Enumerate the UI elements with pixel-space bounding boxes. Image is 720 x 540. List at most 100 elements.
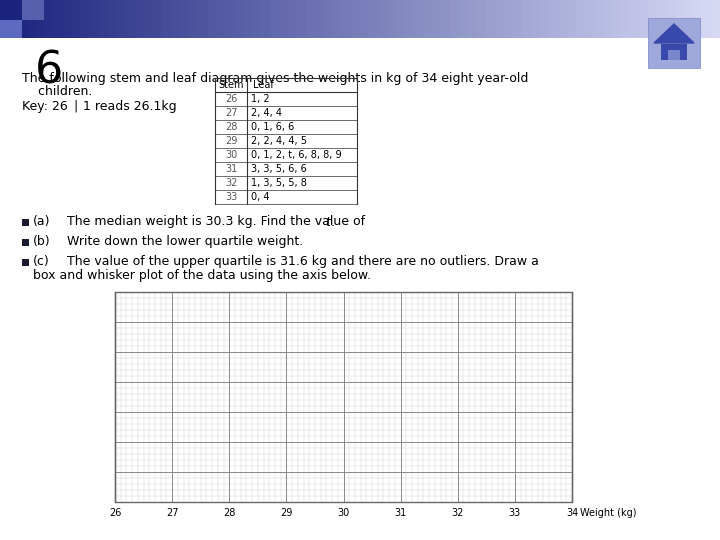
Bar <box>288 0 298 38</box>
Bar <box>63 0 73 38</box>
Text: 33: 33 <box>509 508 521 518</box>
Bar <box>9 0 19 38</box>
Bar <box>333 0 343 38</box>
Bar <box>369 0 379 38</box>
Bar <box>117 0 127 38</box>
Bar <box>207 0 217 38</box>
Bar <box>657 0 667 38</box>
Text: (c): (c) <box>33 255 50 268</box>
Bar <box>126 0 136 38</box>
Text: (b): (b) <box>33 235 50 248</box>
Text: 1 reads 26.1kg: 1 reads 26.1kg <box>79 100 176 113</box>
Bar <box>567 0 577 38</box>
Bar <box>360 0 370 38</box>
Bar <box>108 0 118 38</box>
Bar <box>486 0 496 38</box>
Bar <box>405 0 415 38</box>
Bar <box>387 0 397 38</box>
Bar <box>189 0 199 38</box>
Bar <box>603 0 613 38</box>
Bar <box>306 0 316 38</box>
Bar <box>522 0 532 38</box>
Bar <box>342 0 352 38</box>
Text: The following stem and leaf diagram gives the weights in kg of 34 eight year-old: The following stem and leaf diagram give… <box>22 72 528 85</box>
Text: Write down the lower quartile weight.: Write down the lower quartile weight. <box>67 235 303 248</box>
Bar <box>36 0 46 38</box>
Bar <box>612 0 622 38</box>
Text: box and whisker plot of the data using the axis below.: box and whisker plot of the data using t… <box>33 269 371 282</box>
Text: 1, 3, 5, 5, 8: 1, 3, 5, 5, 8 <box>251 178 307 188</box>
Bar <box>22 239 29 246</box>
Bar <box>432 0 442 38</box>
Bar <box>115 292 572 502</box>
Text: 30: 30 <box>225 150 237 160</box>
Bar <box>54 0 64 38</box>
Text: 30: 30 <box>338 508 350 518</box>
Bar <box>0 0 22 20</box>
Bar <box>261 0 271 38</box>
Bar <box>711 0 720 38</box>
Text: 31: 31 <box>225 164 237 174</box>
Bar <box>702 0 712 38</box>
Text: 32: 32 <box>225 178 237 188</box>
Text: 3, 3, 5, 6, 6: 3, 3, 5, 6, 6 <box>251 164 307 174</box>
Text: |: | <box>73 100 77 113</box>
Bar <box>243 0 253 38</box>
Bar <box>666 0 676 38</box>
Bar <box>477 0 487 38</box>
Text: children.: children. <box>22 85 92 98</box>
Text: 1, 2: 1, 2 <box>251 94 269 104</box>
Bar <box>27 0 37 38</box>
Text: 32: 32 <box>451 508 464 518</box>
Text: 27: 27 <box>225 108 238 118</box>
Bar <box>18 0 28 38</box>
Bar <box>684 0 694 38</box>
Text: .: . <box>331 215 335 228</box>
Bar <box>198 0 208 38</box>
Bar <box>171 0 181 38</box>
Text: 34: 34 <box>566 508 578 518</box>
Text: 26: 26 <box>109 508 121 518</box>
Text: 6: 6 <box>35 50 63 93</box>
Bar <box>459 0 469 38</box>
Bar <box>144 0 154 38</box>
Bar <box>414 0 424 38</box>
Bar <box>90 0 100 38</box>
Text: 33: 33 <box>225 192 237 202</box>
Bar <box>135 0 145 38</box>
Text: 0, 1, 2, t, 6, 8, 8, 9: 0, 1, 2, t, 6, 8, 8, 9 <box>251 150 341 160</box>
Bar <box>468 0 478 38</box>
Bar <box>72 0 82 38</box>
Polygon shape <box>654 24 694 43</box>
Bar <box>297 0 307 38</box>
Bar <box>450 0 460 38</box>
Text: The value of the upper quartile is 31.6 kg and there are no outliers. Draw a: The value of the upper quartile is 31.6 … <box>67 255 539 268</box>
Bar <box>22 219 29 226</box>
Bar <box>639 0 649 38</box>
Bar <box>504 0 514 38</box>
Text: (a): (a) <box>33 215 50 228</box>
Bar <box>396 0 406 38</box>
Bar <box>585 0 595 38</box>
Bar <box>693 0 703 38</box>
Text: 0, 1, 6, 6: 0, 1, 6, 6 <box>251 122 294 132</box>
Bar <box>531 0 541 38</box>
Bar <box>630 0 640 38</box>
Text: Key: 26: Key: 26 <box>22 100 68 113</box>
Bar <box>45 0 55 38</box>
Text: Weight (kg): Weight (kg) <box>580 508 636 518</box>
Bar <box>594 0 604 38</box>
Bar <box>279 0 289 38</box>
Bar <box>540 0 550 38</box>
Bar <box>81 0 91 38</box>
Bar <box>441 0 451 38</box>
Bar <box>252 0 262 38</box>
Bar <box>22 0 44 20</box>
Bar <box>115 292 572 502</box>
Bar <box>225 0 235 38</box>
Bar <box>0 20 22 38</box>
Text: The median weight is 30.3 kg. Find the value of: The median weight is 30.3 kg. Find the v… <box>67 215 369 228</box>
Bar <box>378 0 388 38</box>
Bar <box>668 50 680 60</box>
Bar <box>648 0 658 38</box>
